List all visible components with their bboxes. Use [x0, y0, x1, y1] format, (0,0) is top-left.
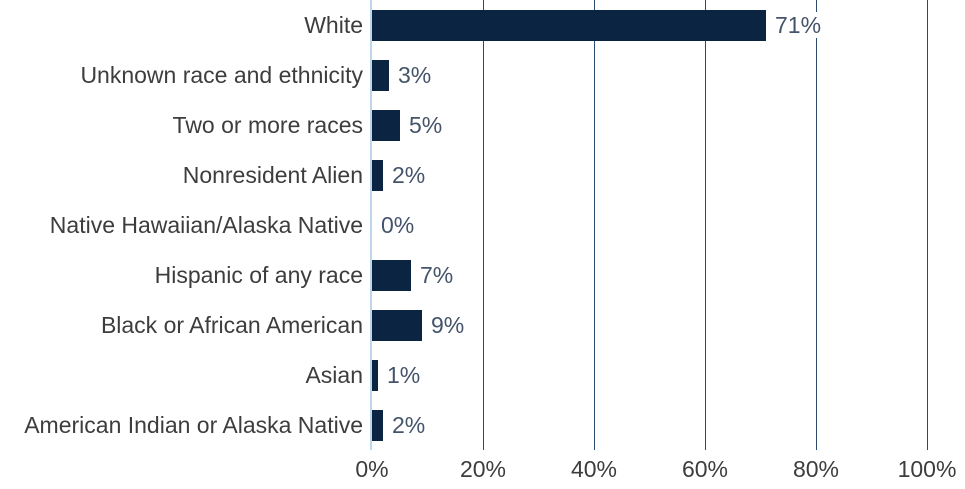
x-axis-tick-label: 40%: [570, 456, 618, 482]
chart-row: White 71%: [0, 0, 965, 50]
x-axis: 0% 20% 40% 60% 80% 100%: [355, 450, 956, 489]
gridline-80: [815, 0, 817, 450]
category-label: Hispanic of any race: [154, 261, 363, 288]
x-axis-tick-label: 100%: [897, 456, 957, 482]
value-label: 9%: [430, 311, 466, 339]
category-label: Black or African American: [100, 311, 363, 338]
bar-track: 2%: [372, 400, 965, 450]
bar-track: 0%: [372, 200, 965, 250]
category-label: Nonresident Alien: [182, 161, 363, 188]
gridlines: [372, 0, 928, 450]
bar: [372, 109, 400, 141]
bar-track: 5%: [372, 100, 965, 150]
category-label: White: [304, 11, 363, 38]
gridline-20: [482, 0, 484, 450]
bar-track: 9%: [372, 300, 965, 350]
bar: [372, 359, 378, 391]
value-label: 5%: [408, 111, 444, 139]
category-label: Two or more races: [172, 111, 363, 138]
y-axis-line: [370, 0, 372, 450]
bar-track: 3%: [372, 50, 965, 100]
x-axis-tick-label: 0%: [355, 456, 389, 482]
chart-row: Unknown race and ethnicity 3%: [0, 50, 965, 100]
gridline-40: [593, 0, 595, 450]
chart-row: American Indian or Alaska Native 2%: [0, 400, 965, 450]
chart-row: Hispanic of any race 7%: [0, 250, 965, 300]
value-label: 71%: [774, 11, 823, 39]
value-label: 0%: [380, 211, 416, 239]
value-label: 3%: [397, 61, 433, 89]
bar-track: 71%: [372, 0, 965, 50]
gridline-60: [704, 0, 706, 450]
category-label: Unknown race and ethnicity: [80, 61, 363, 88]
chart-row: Two or more races 5%: [0, 100, 965, 150]
x-axis-tick-label: 60%: [681, 456, 729, 482]
category-label: Asian: [305, 361, 363, 388]
chart-row: Nonresident Alien 2%: [0, 150, 965, 200]
value-label: 2%: [391, 161, 427, 189]
chart-row: Black or African American 9%: [0, 300, 965, 350]
x-axis-tick-label: 80%: [792, 456, 840, 482]
value-label: 2%: [391, 411, 427, 439]
bar-track: 7%: [372, 250, 965, 300]
category-label: Native Hawaiian/Alaska Native: [49, 211, 363, 238]
value-label: 7%: [419, 261, 455, 289]
chart-row: Asian 1%: [0, 350, 965, 400]
bar: [372, 309, 422, 341]
bar: [372, 409, 383, 441]
bar-track: 1%: [372, 350, 965, 400]
category-label: American Indian or Alaska Native: [24, 411, 363, 438]
chart-row: Native Hawaiian/Alaska Native 0%: [0, 200, 965, 250]
value-label: 1%: [386, 361, 422, 389]
chart-rows: White 71% Unknown race and ethnicity 3% …: [0, 0, 965, 450]
bar-track: 2%: [372, 150, 965, 200]
bar: [372, 259, 411, 291]
x-axis-tick-label: 20%: [459, 456, 507, 482]
bar: [372, 59, 389, 91]
bar: [372, 159, 383, 191]
bar: [372, 9, 766, 41]
gridline-100: [926, 0, 928, 450]
